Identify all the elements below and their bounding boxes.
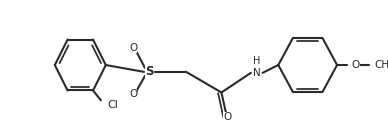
Text: H: H [253, 56, 260, 66]
Text: O: O [129, 43, 137, 53]
Text: CH₃: CH₃ [374, 60, 388, 70]
Text: O: O [352, 60, 360, 70]
Text: N: N [253, 68, 261, 78]
Text: S: S [145, 65, 153, 78]
Text: O: O [129, 89, 137, 99]
Text: Cl: Cl [108, 100, 119, 110]
Text: O: O [223, 112, 232, 122]
